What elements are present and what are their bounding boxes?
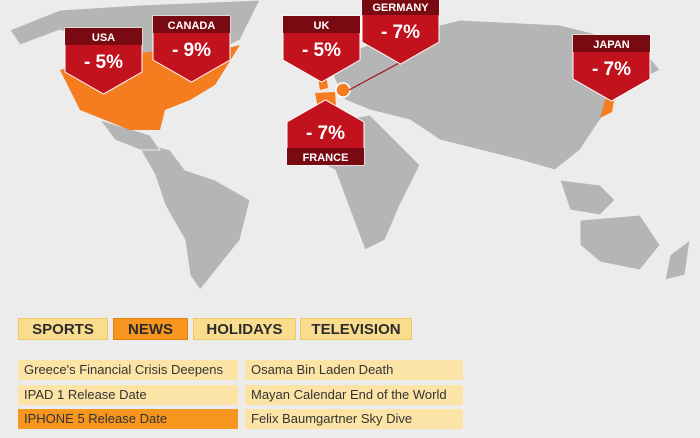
- marker: CANADA - 9%: [152, 15, 231, 83]
- indonesia: [559, 179, 616, 216]
- marker-header: [573, 35, 650, 52]
- marker-header: [65, 28, 142, 45]
- marker: - 7% FRANCE: [286, 99, 365, 166]
- central-america: [98, 119, 161, 151]
- marker-header: [283, 16, 360, 33]
- event-item[interactable]: Felix Baumgartner Sky Dive: [245, 409, 463, 429]
- marker-label: JAPAN: [593, 39, 630, 51]
- event-item[interactable]: IPAD 1 Release Date: [18, 384, 238, 405]
- marker: JAPAN - 7%: [572, 34, 651, 102]
- marker: UK - 5%: [282, 15, 361, 83]
- marker-label: CANADA: [168, 20, 216, 32]
- marker: GERMANY - 7%: [361, 0, 440, 65]
- marker-header: [362, 0, 439, 15]
- marker-value: - 9%: [172, 40, 211, 61]
- marker-label: GERMANY: [372, 2, 429, 14]
- marker-label: FRANCE: [303, 152, 349, 164]
- event-item[interactable]: Mayan Calendar End of the World: [245, 384, 463, 405]
- event-item[interactable]: Osama Bin Laden Death: [245, 360, 463, 380]
- marker-value: - 5%: [84, 52, 123, 73]
- marker-label: USA: [92, 32, 115, 44]
- tab[interactable]: HOLIDAYS: [193, 318, 296, 340]
- marker-header: [287, 148, 364, 165]
- south-america: [133, 139, 251, 291]
- tab[interactable]: TELEVISION: [300, 318, 412, 340]
- tab[interactable]: SPORTS: [18, 318, 108, 340]
- marker-value: - 7%: [592, 59, 631, 80]
- event-item[interactable]: Greece's Financial Crisis Deepens: [18, 360, 238, 380]
- marker-value: - 7%: [306, 123, 345, 144]
- markers: USA - 5% CANADA - 9% UK - 5% GERMANY - 7% JAPAN -…: [64, 0, 651, 166]
- tab[interactable]: NEWS: [113, 318, 188, 340]
- new-zealand: [664, 238, 691, 281]
- event-item[interactable]: IPHONE 5 Release Date: [18, 409, 238, 429]
- marker-header: [153, 16, 230, 33]
- leader-line: [348, 61, 402, 91]
- marker: USA - 5%: [64, 27, 143, 95]
- marker-body: [361, 0, 440, 65]
- australia: [579, 214, 661, 271]
- marker-value: - 5%: [302, 40, 341, 61]
- world-map: USA - 5% CANADA - 9% UK - 5% GERMANY - 7% JAPAN -…: [9, 0, 691, 291]
- marker-label: UK: [314, 20, 330, 32]
- germany: [335, 82, 351, 98]
- marker-value: - 7%: [381, 22, 420, 43]
